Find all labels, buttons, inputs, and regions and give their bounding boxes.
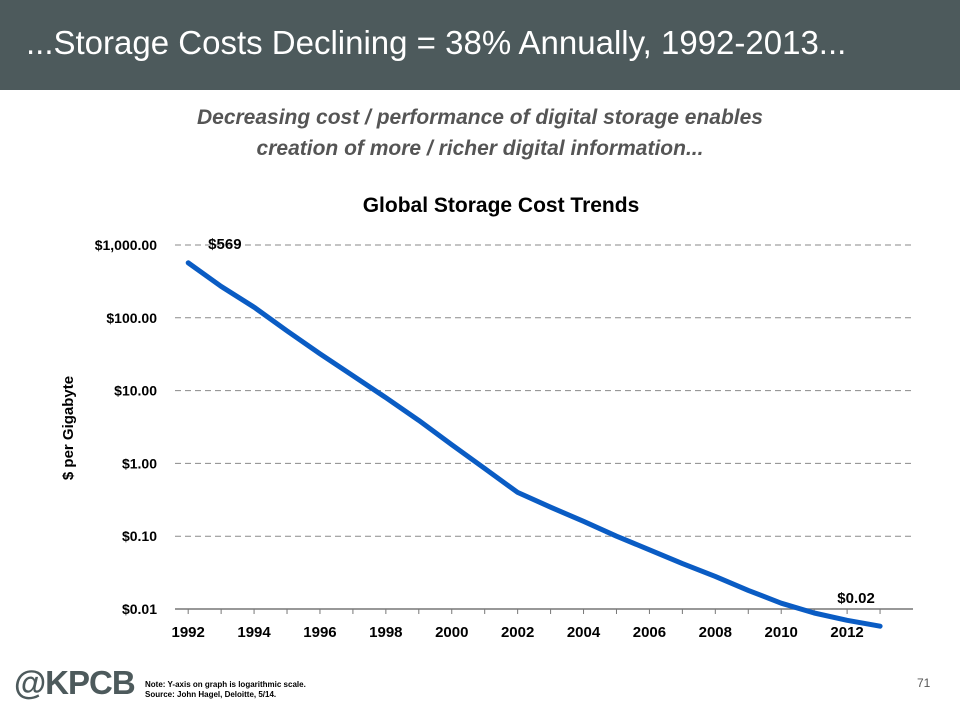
x-tick-label: 2000 xyxy=(435,624,468,641)
x-tick-label: 2002 xyxy=(501,624,534,641)
x-tick-label: 2008 xyxy=(699,624,732,641)
data-label-end: $0.02 xyxy=(837,590,875,607)
x-tick-label: 1998 xyxy=(369,624,402,641)
page-title: ...Storage Costs Declining = 38% Annuall… xyxy=(26,24,847,61)
y-tick-label: $1,000.00 xyxy=(95,237,157,253)
x-tick-label: 1994 xyxy=(237,624,271,641)
x-tick-label: 2010 xyxy=(765,624,798,641)
chart-title: Global Storage Cost Trends xyxy=(363,194,640,217)
header-bar: ...Storage Costs Declining = 38% Annuall… xyxy=(0,0,960,90)
page-number: 71 xyxy=(917,676,931,690)
footer-note: Note: Y-axis on graph is logarithmic sca… xyxy=(145,680,306,689)
x-tick-label: 2006 xyxy=(633,624,666,641)
y-tick-label: $1.00 xyxy=(122,455,157,471)
x-tick-label: 1992 xyxy=(171,624,204,641)
x-tick-label: 2004 xyxy=(567,624,601,641)
y-tick-label: $10.00 xyxy=(114,383,157,399)
y-tick-label: $0.01 xyxy=(122,601,157,617)
subtitle-line-1: Decreasing cost / performance of digital… xyxy=(196,106,763,129)
footer-source: Source: John Hagel, Deloitte, 5/14. xyxy=(145,690,277,699)
x-tick-label: 1996 xyxy=(303,624,336,641)
y-tick-label: $100.00 xyxy=(106,310,157,326)
y-tick-label: $0.10 xyxy=(122,528,157,544)
x-tick-label: 2012 xyxy=(830,624,863,641)
y-axis-label: $ per Gigabyte xyxy=(60,376,77,480)
subtitle-line-2: creation of more / richer digital inform… xyxy=(256,137,704,160)
kpcb-logo: @KPCB xyxy=(14,664,136,701)
series-line xyxy=(185,260,883,629)
data-label-start: $569 xyxy=(208,236,241,253)
